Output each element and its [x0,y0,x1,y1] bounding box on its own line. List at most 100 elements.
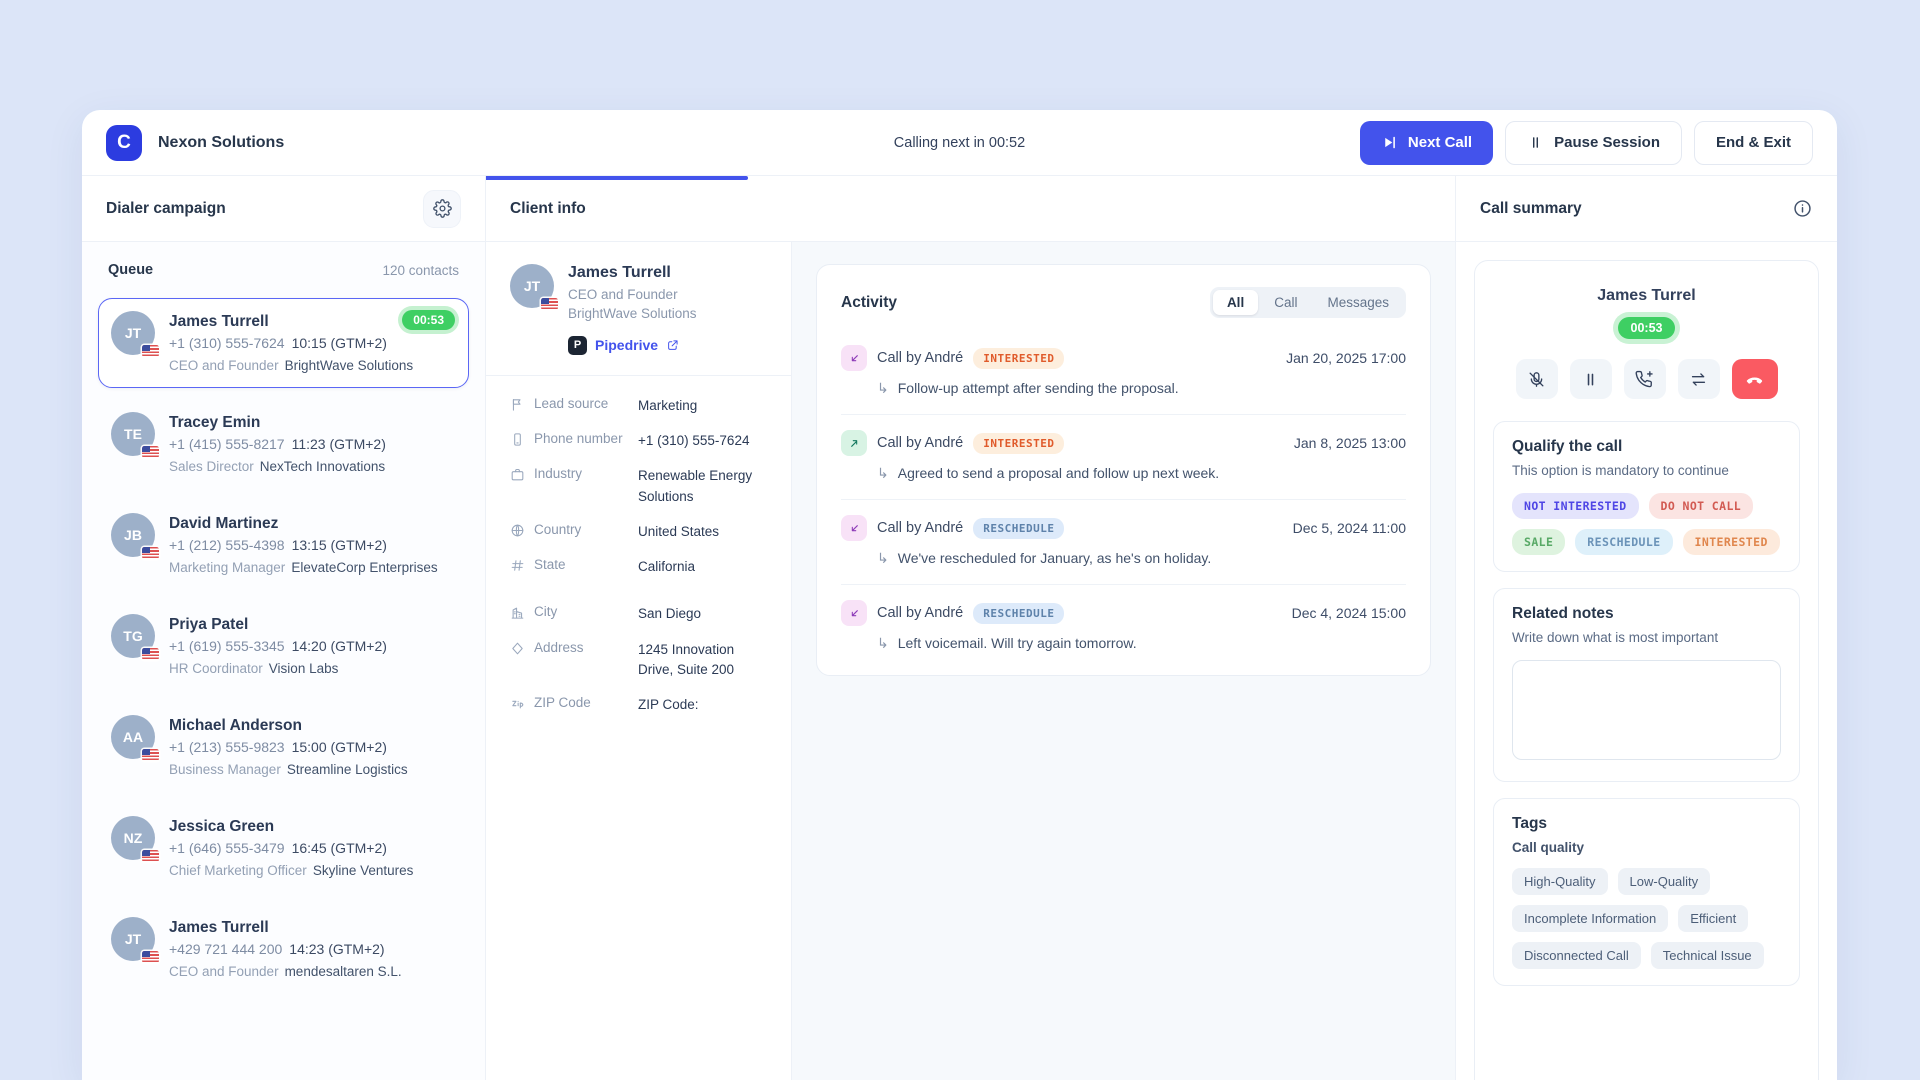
pause-icon[interactable] [1569,359,1612,399]
call-quality-tag-chip[interactable]: Efficient [1678,905,1749,932]
activity-note: ↳ Left voicemail. Will try again tomorro… [877,635,1406,652]
us-flag-icon [142,648,159,660]
client-info-header: Client info [486,176,1455,242]
activity-date: Jan 20, 2025 17:00 [1286,350,1406,366]
contact-details: Tracey Emin +1 (415) 555-8217 11:23 (GTM+… [169,412,386,476]
contact-avatar: TG [111,614,159,660]
mic-off-icon[interactable] [1515,359,1558,399]
activity-filter-tab[interactable]: Messages [1327,295,1389,310]
client-details-pane: JT James Turrell CEO and Founder BrightW… [486,242,792,1080]
contact-local-time: 15:00 (GTM+2) [291,739,387,755]
queue-contact-item[interactable]: JB David Martinez +1 (212) 555-4398 13:15… [98,500,469,590]
related-notes-card: Related notes Write down what is most im… [1493,588,1800,782]
phone-down-icon[interactable] [1731,359,1778,399]
activity-note-text: We've rescheduled for January, as he's o… [897,550,1212,566]
calling-next-countdown: Calling next in 00:52 [893,134,1026,151]
qualify-option-chip[interactable]: RESCHEDULE [1575,529,1673,555]
queue-contact-item[interactable]: JT James Turrell +1 (310) 555-7624 10:15 … [98,298,469,388]
contact-name: Priya Patel [169,616,249,633]
us-flag-icon [142,850,159,862]
client-field-label: ZIP Code [510,695,638,711]
us-flag-icon [142,749,159,761]
client-role: CEO and Founder [568,287,678,302]
call-quality-label: Call quality [1512,840,1585,855]
contact-local-time: 14:23 (GTM+2) [289,941,385,957]
avatar-initials: JB [124,527,142,543]
call-quality-tag-chip[interactable]: Technical Issue [1650,942,1764,969]
queue-contact-item[interactable]: AA Michael Anderson +1 (213) 555-9823 15:… [98,702,469,792]
contact-company: Streamline Logistics [286,762,408,777]
activity-filter-tab[interactable]: Call [1274,295,1298,310]
contact-phone: +1 (213) 555-9823 [169,739,285,755]
avatar-initials: NZ [123,830,143,846]
end-exit-button[interactable]: End & Exit [1693,120,1813,165]
call-quality-tag-chip[interactable]: Incomplete Information [1512,905,1669,932]
qualify-subtitle: This option is mandatory to continue [1512,463,1729,478]
client-field-label: Industry [510,466,638,482]
client-field-label: Country [510,522,638,538]
avatar-initials: AA [122,729,144,745]
queue-contact-item[interactable]: TG Priya Patel +1 (619) 555-3345 14:20 (G… [98,601,469,691]
call-quality-tag-chip[interactable]: Low-Quality [1617,868,1711,895]
call-controls [1493,359,1800,399]
queue-contact-item[interactable]: NZ Jessica Green +1 (646) 555-3479 16:45 … [98,803,469,893]
top-bar: C Nexon Solutions Calling next in 00:52 … [82,110,1837,176]
pipedrive-link[interactable]: P Pipedrive [568,335,767,355]
activity-title: Call by André [877,520,964,536]
activity-title: Call by André [877,605,964,621]
call-quality-tag-chip[interactable]: High-Quality [1512,868,1608,895]
queue-contacts-count: 120 contacts [382,262,459,278]
qualify-option-chip[interactable]: INTERESTED [1682,529,1780,555]
call-quality-tag-chip[interactable]: Disconnected Call [1512,942,1641,969]
hash-icon [510,558,525,573]
contact-role: CEO and Founder [169,358,279,373]
us-flag-icon [142,446,159,458]
client-info-title: Client info [510,199,586,217]
call-in-icon [841,600,867,626]
contact-details: James Turrell +1 (310) 555-7624 10:15 (GT… [169,311,413,375]
brand-name: Nexon Solutions [158,133,285,151]
pause-bars-icon [1527,134,1544,151]
contact-phone: +1 (415) 555-8217 [169,436,285,452]
pause-session-button[interactable]: Pause Session [1505,120,1682,165]
client-field-value: United States [638,523,720,539]
pin-icon [510,641,525,656]
contact-details: Priya Patel +1 (619) 555-3345 14:20 (GTM+… [169,614,387,678]
client-field-label: Address [510,640,638,656]
notes-textarea[interactable] [1512,660,1781,760]
queue-panel: Queue 120 contacts JT James Turrell +1 (… [82,242,485,1080]
transfer-icon[interactable] [1677,359,1720,399]
avatar-initials: JT [523,278,541,294]
contact-company: Skyline Ventures [312,863,414,878]
phone-plus-icon[interactable] [1623,359,1666,399]
contact-role: Chief Marketing Officer [169,863,307,878]
contact-role: Marketing Manager [169,560,286,575]
activity-filter-tab[interactable]: All [1212,290,1259,315]
client-field-value: Renewable Energy Solutions [638,468,753,504]
tags-title: Tags [1512,815,1548,832]
zip-icon [510,696,525,711]
gear-icon [432,199,452,218]
next-call-button[interactable]: Next Call [1359,120,1494,165]
contact-avatar: TE [111,412,159,458]
qualify-option-chip[interactable]: NOT INTERESTED [1512,493,1639,519]
campaign-settings-button[interactable] [423,189,461,228]
activity-outcome-badge: RESCHEDULE [973,517,1065,539]
client-field-value: Marketing [638,397,698,413]
queue-contact-item[interactable]: TE Tracey Emin +1 (415) 555-8217 11:23 (G… [98,399,469,489]
activity-note: ↳ Follow-up attempt after sending the pr… [877,380,1406,397]
contact-phone: +1 (310) 555-7624 [169,335,285,351]
contact-role: CEO and Founder [169,964,279,979]
us-flag-icon [142,951,159,963]
activity-note: ↳ Agreed to send a proposal and follow u… [877,465,1406,482]
contact-phone: +1 (619) 555-3345 [169,638,285,654]
call-summary-card: James Turrel 00:53 Qualify the call This… [1474,260,1819,1080]
us-flag-icon [142,345,159,357]
qualify-option-chip[interactable]: SALE [1512,529,1566,555]
qualify-option-chip[interactable]: DO NOT CALL [1648,493,1754,519]
client-field-row: Phone number +1 (310) 555-7624 [510,431,767,451]
info-icon[interactable] [1792,198,1813,219]
client-field-row: Lead source Marketing [510,396,767,416]
contact-name: James Turrell [169,919,269,936]
queue-contact-item[interactable]: JT James Turrell +429 721 444 200 14:23 (… [98,904,469,994]
